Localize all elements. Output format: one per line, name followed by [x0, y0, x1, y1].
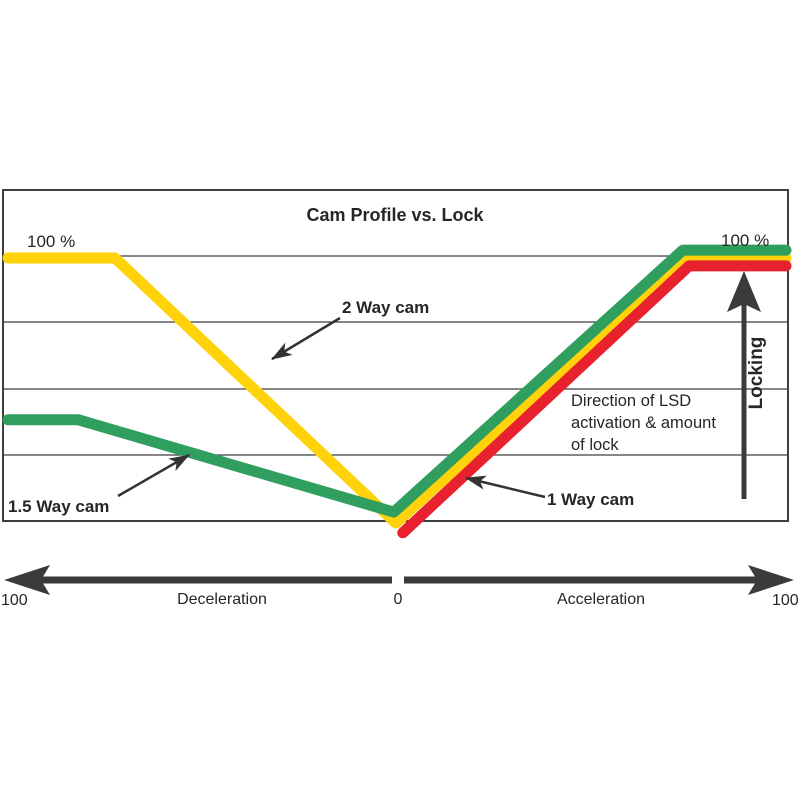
chart-title: Cam Profile vs. Lock [306, 205, 484, 225]
direction-note-line2: activation & amount [571, 414, 716, 432]
gridlines [3, 255, 788, 456]
series-line-1-way-cam [397, 260, 792, 539]
axis-value-left-100: 100 [1, 592, 28, 609]
label-1-way-cam: 1 Way cam [547, 490, 634, 509]
axis-value-zero: 0 [394, 591, 403, 608]
locking-arrow-head [727, 271, 761, 312]
1-way-cam-arrow [464, 475, 546, 499]
series-line-2-way-cam [2, 252, 792, 529]
1-5-way-cam-arrow [117, 453, 190, 498]
label-2-way-cam: 2 Way cam [342, 298, 429, 317]
axis-label-deceleration: Deceleration [177, 591, 267, 608]
label-1-5-way-cam: 1.5 Way cam [8, 497, 109, 516]
series-line-1-5-way-cam [2, 244, 792, 518]
2-way-cam-arrow [271, 316, 341, 361]
direction-note-line3: of lock [571, 436, 619, 454]
chart-frame [2, 189, 789, 522]
label-100-percent-left: 100 % [27, 232, 75, 251]
axis-label-acceleration: Acceleration [557, 591, 645, 608]
locking-arrow [727, 271, 761, 499]
label-100-percent-right: 100 % [721, 231, 769, 250]
axis-value-right-100: 100 [772, 592, 799, 609]
x-axis-arrow [4, 565, 794, 595]
direction-note-line1: Direction of LSD [571, 392, 691, 410]
series-layer [2, 244, 792, 539]
x-axis-right-arrowhead [748, 565, 794, 595]
direction-note: Direction of LSD activation & amount of … [571, 392, 716, 454]
label-locking: Locking [746, 337, 767, 410]
x-axis-left-arrowhead [4, 565, 50, 595]
